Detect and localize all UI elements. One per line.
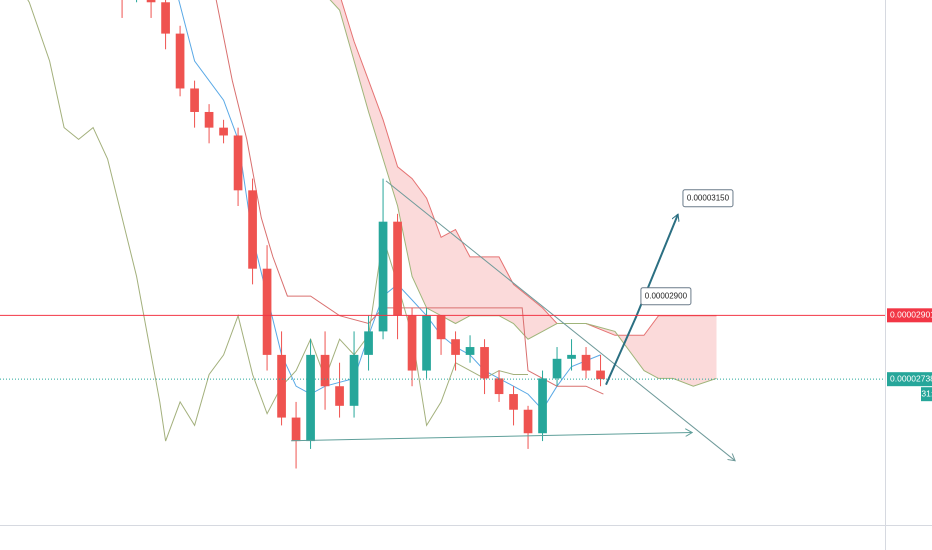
- callout-label: 0.00003150: [687, 193, 730, 202]
- candle-body: [248, 190, 257, 269]
- candle-body: [277, 354, 286, 418]
- candle-body: [509, 394, 518, 410]
- countdown-box: [921, 387, 932, 402]
- candle-body: [219, 127, 228, 136]
- candle-body: [320, 354, 330, 387]
- trend-line: [385, 180, 735, 461]
- trend-line: [291, 433, 692, 442]
- countdown-label: 31:57: [921, 388, 932, 398]
- candle-body: [451, 339, 460, 355]
- candle-body: [262, 268, 272, 355]
- candle-body: [364, 331, 373, 355]
- candle-body: [393, 221, 402, 316]
- price-label-box: [887, 372, 932, 387]
- candle-body: [378, 221, 388, 332]
- callout-box: [640, 287, 692, 306]
- price-label: 0.00002738: [890, 373, 932, 383]
- candle-body: [233, 135, 243, 191]
- candle-body: [581, 354, 591, 371]
- candle-body: [204, 111, 214, 128]
- plot-area: 0.00003150 0.00002900: [0, 0, 885, 469]
- callout-label: 0.00002900: [645, 291, 688, 300]
- candle-body: [190, 88, 199, 112]
- candle-body: [480, 347, 489, 379]
- cloud-upper-line: [340, 0, 717, 336]
- candle-body: [436, 315, 446, 340]
- indicator-line: [178, 0, 601, 411]
- candle-body: [596, 370, 605, 380]
- candle-body: [494, 378, 504, 395]
- candle-body: [422, 315, 431, 371]
- price-label-box: [887, 308, 932, 323]
- candle-body: [335, 386, 344, 406]
- candle-body: [523, 409, 533, 434]
- candle-body: [349, 354, 359, 406]
- price-label: 0.00002901: [890, 310, 932, 320]
- candle-body: [407, 315, 417, 371]
- candle-body: [161, 2, 170, 34]
- candle-body: [175, 33, 185, 89]
- indicator-line: [27, 0, 528, 442]
- candle-body: [552, 358, 562, 379]
- ichimoku-cloud: [330, 0, 717, 387]
- axes: 0.00002901 0.00002738 31:57: [887, 308, 932, 402]
- candle-body: [306, 354, 315, 442]
- trend-line: [605, 214, 678, 386]
- callout-box: [682, 189, 734, 208]
- candle-body: [291, 417, 301, 442]
- candle-body: [538, 378, 547, 434]
- candle-body: [567, 354, 576, 359]
- candle-body: [146, 0, 156, 3]
- candle-body: [465, 347, 475, 355]
